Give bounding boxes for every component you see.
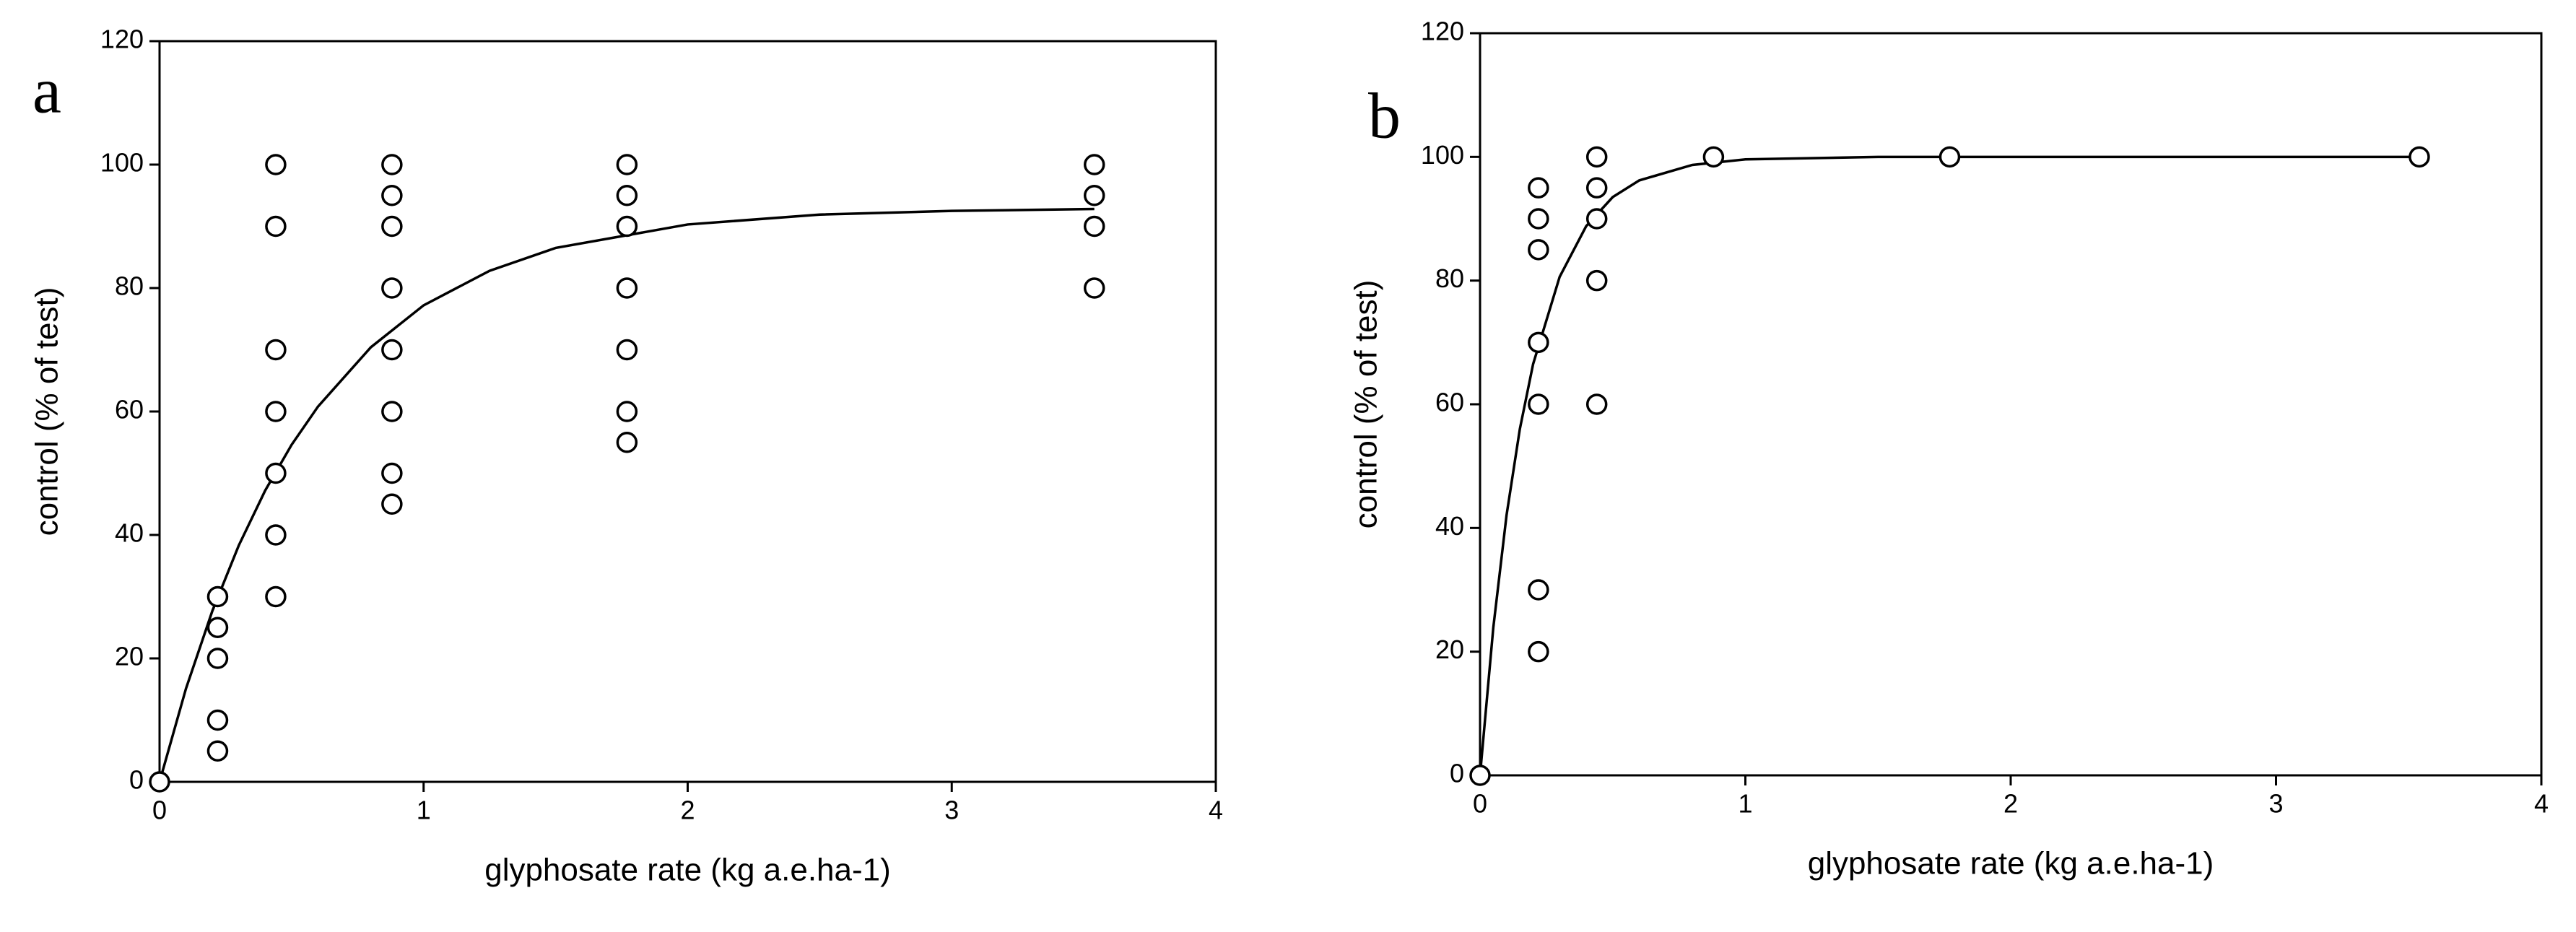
data-point (1528, 393, 1549, 415)
data-point (1585, 269, 1608, 292)
data-point (616, 215, 638, 238)
fit-curve (1479, 155, 2419, 776)
data-point (1084, 185, 1105, 206)
data-point (1528, 177, 1549, 199)
y-tick-label: 100 (100, 148, 144, 178)
y-tick-label: 80 (115, 271, 144, 301)
data-point (206, 617, 229, 638)
y-tick-label: 40 (115, 518, 144, 548)
data-point (265, 215, 287, 238)
panel-label: b (1368, 81, 1401, 152)
y-tick-label: 0 (1450, 759, 1464, 788)
plot-frame (158, 40, 1217, 783)
data-point (1702, 146, 1725, 168)
y-tick-label: 100 (1421, 140, 1464, 170)
data-point (381, 339, 403, 361)
x-axis-label: glyphosate rate (kg a.e.ha-1) (1808, 846, 2214, 881)
y-tick-label: 40 (1435, 511, 1464, 541)
data-point (381, 185, 403, 206)
x-axis-label: glyphosate rate (kg a.e.ha-1) (484, 853, 891, 888)
data-point (265, 401, 287, 422)
x-tick-label: 3 (944, 796, 959, 825)
data-point (1585, 393, 1608, 415)
data-point (616, 185, 638, 206)
data-point (1528, 239, 1549, 261)
data-point (1938, 146, 1961, 168)
data-point (381, 401, 403, 422)
data-point (381, 493, 403, 515)
data-point (1585, 208, 1608, 230)
data-point (206, 740, 229, 762)
plot-frame (1479, 32, 2543, 777)
data-point (2409, 146, 2430, 168)
x-tick-label: 0 (1473, 789, 1487, 819)
data-point (616, 339, 638, 361)
data-point (149, 771, 170, 793)
y-tick-label: 20 (115, 642, 144, 671)
x-tick-label: 1 (417, 796, 431, 825)
data-point (265, 154, 287, 175)
data-point (381, 215, 403, 238)
y-tick-label: 60 (1435, 388, 1464, 417)
data-point (616, 154, 638, 175)
y-tick-label: 0 (129, 765, 144, 795)
data-point (1528, 579, 1549, 601)
data-point (206, 648, 229, 669)
x-tick-label: 4 (1209, 796, 1223, 825)
data-point (1084, 215, 1105, 238)
y-tick-label: 120 (1421, 17, 1464, 46)
data-point (265, 462, 287, 484)
data-point (616, 277, 638, 299)
x-tick-label: 4 (2534, 789, 2549, 819)
data-point (381, 462, 403, 484)
x-tick-label: 0 (152, 796, 167, 825)
data-point (265, 585, 287, 608)
data-point (616, 432, 638, 453)
x-tick-label: 1 (1738, 789, 1752, 819)
data-point (1084, 277, 1105, 299)
y-tick-label: 20 (1435, 635, 1464, 664)
x-tick-label: 3 (2268, 789, 2283, 819)
data-point (1469, 765, 1491, 786)
data-point (1585, 177, 1608, 199)
data-point (1528, 208, 1549, 230)
y-tick-label: 60 (115, 395, 144, 424)
data-point (1528, 331, 1549, 354)
data-point (1528, 640, 1549, 663)
x-tick-label: 2 (680, 796, 695, 825)
y-tick-label: 80 (1435, 264, 1464, 293)
data-point (381, 277, 403, 299)
data-point (206, 709, 229, 731)
data-point (265, 339, 287, 361)
data-point (381, 154, 403, 175)
panel-label: a (32, 56, 61, 127)
y-tick-label: 120 (100, 25, 144, 54)
data-point (265, 524, 287, 546)
data-point (616, 401, 638, 422)
y-axis-label: control (% of test) (1349, 280, 1384, 529)
y-axis-label: control (% of test) (30, 287, 65, 536)
x-tick-label: 2 (2003, 789, 2018, 819)
data-point (206, 585, 229, 608)
data-point (1084, 154, 1105, 175)
data-point (1585, 146, 1608, 168)
